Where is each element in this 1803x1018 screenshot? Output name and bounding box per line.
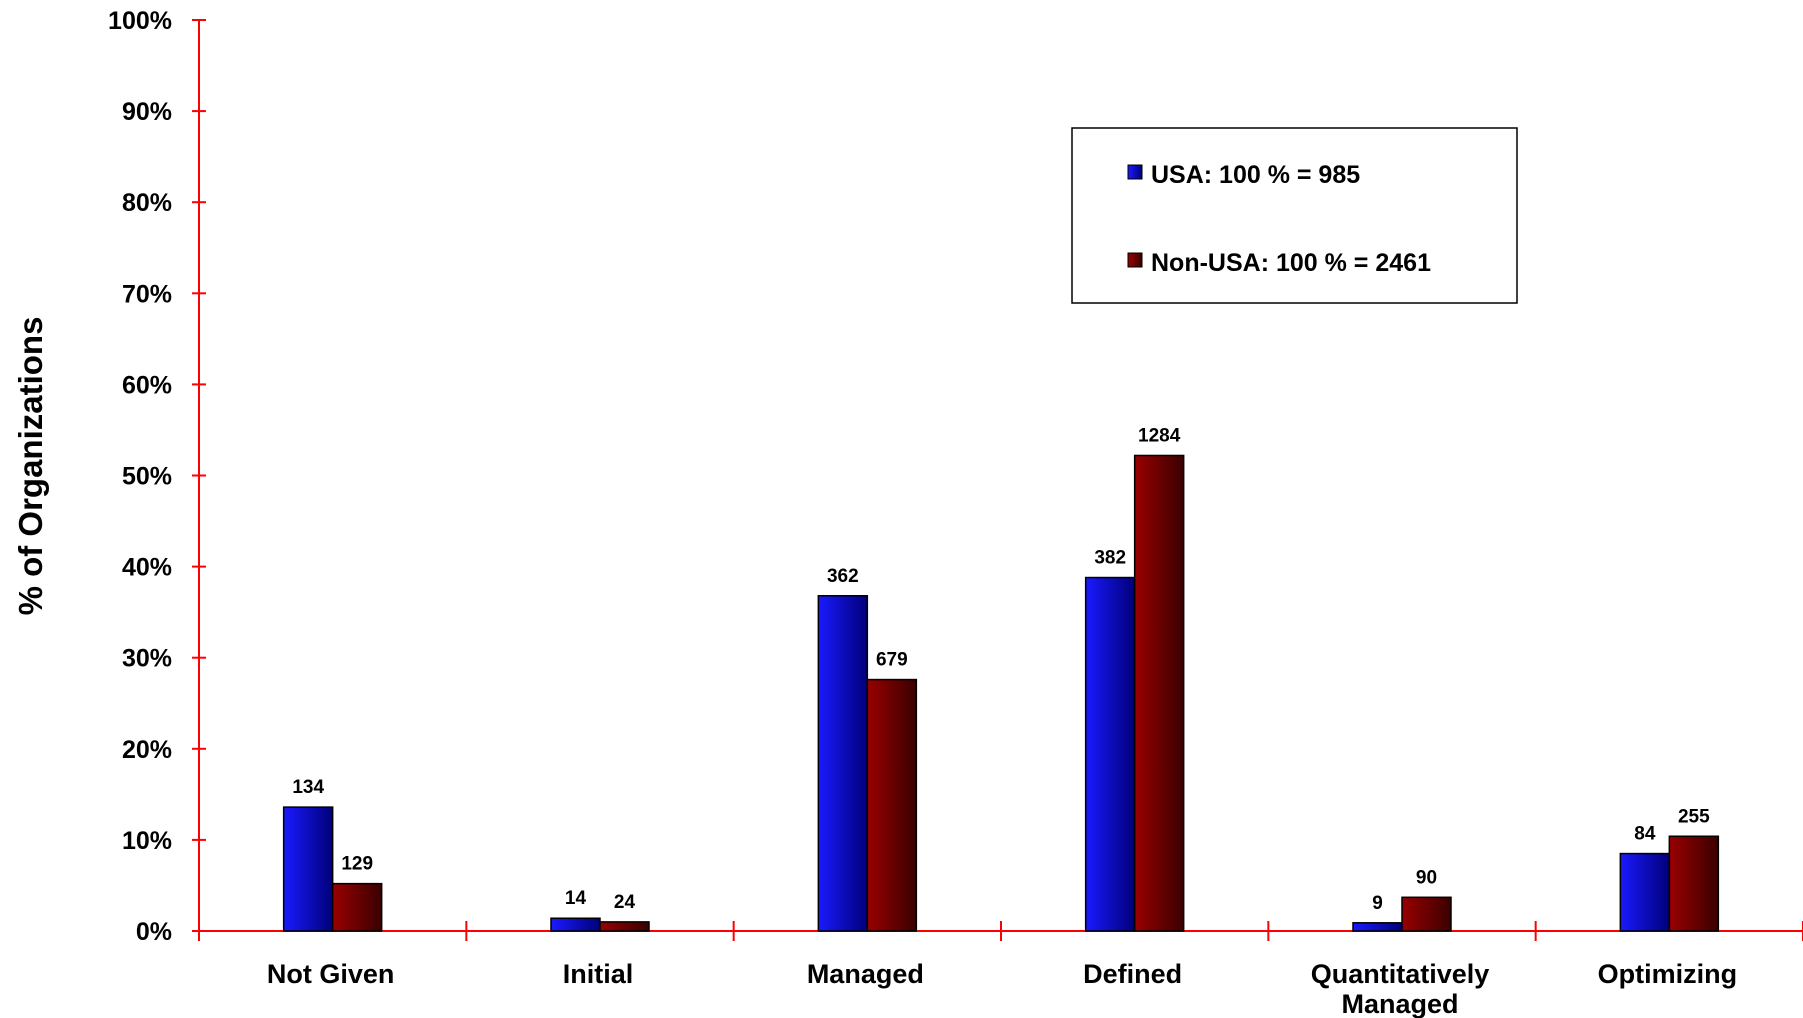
legend-box <box>1071 127 1518 304</box>
data-label: 9 <box>1372 893 1383 914</box>
legend: USA: 100 % = 985 Non-USA: 100 % = 2461 <box>1071 127 1518 304</box>
x-category-label: Quantitatively <box>1311 959 1490 989</box>
y-tick-label: 0% <box>136 918 172 946</box>
data-label: 255 <box>1678 806 1710 827</box>
legend-swatch <box>1127 164 1143 180</box>
bar-non-usa <box>1401 896 1452 932</box>
bar-usa <box>1084 576 1136 932</box>
data-label: 84 <box>1634 824 1656 845</box>
y-tick-label: 80% <box>122 189 172 217</box>
legend-swatch <box>1127 252 1143 268</box>
data-label: 382 <box>1094 548 1126 569</box>
bar-non-usa <box>599 921 650 932</box>
bar-usa <box>550 917 601 932</box>
data-label: 90 <box>1416 867 1437 888</box>
legend-entry: Non-USA: 100 % = 2461 <box>1151 249 1431 277</box>
data-label: 129 <box>341 854 373 875</box>
data-label: 24 <box>614 892 636 913</box>
y-tick-label: 50% <box>122 463 172 491</box>
y-tick-label: 30% <box>122 645 172 673</box>
bar-usa <box>817 595 869 932</box>
y-tick-label: 100% <box>108 7 172 35</box>
x-category-label: Defined <box>1083 959 1182 989</box>
y-tick-label: 60% <box>122 371 172 399</box>
bar-non-usa <box>1133 454 1185 932</box>
data-label: 1284 <box>1138 425 1181 446</box>
bar-usa <box>1352 922 1403 932</box>
y-tick-label: 10% <box>122 827 172 855</box>
bar-non-usa <box>866 678 918 932</box>
data-label: 134 <box>292 777 324 798</box>
y-tick-label: 70% <box>122 280 172 308</box>
data-label: 362 <box>827 566 859 587</box>
data-label: 679 <box>876 650 908 671</box>
y-axis-title: % of Organizations <box>12 317 49 616</box>
bar-non-usa <box>331 882 383 932</box>
y-tick-label: 90% <box>122 98 172 126</box>
data-label: 14 <box>565 888 587 909</box>
y-tick-label: 20% <box>122 736 172 764</box>
bar-usa <box>1619 852 1671 932</box>
x-category-label: Managed <box>807 959 924 989</box>
x-category-label: Not Given <box>267 959 395 989</box>
x-category-label: Managed <box>1341 989 1458 1018</box>
x-category-label: Initial <box>563 959 634 989</box>
y-tick-label: 40% <box>122 554 172 582</box>
bar-usa <box>282 806 334 932</box>
x-category-label: Optimizing <box>1598 959 1737 989</box>
bar-non-usa <box>1668 835 1720 932</box>
legend-entry: USA: 100 % = 985 <box>1151 161 1360 189</box>
